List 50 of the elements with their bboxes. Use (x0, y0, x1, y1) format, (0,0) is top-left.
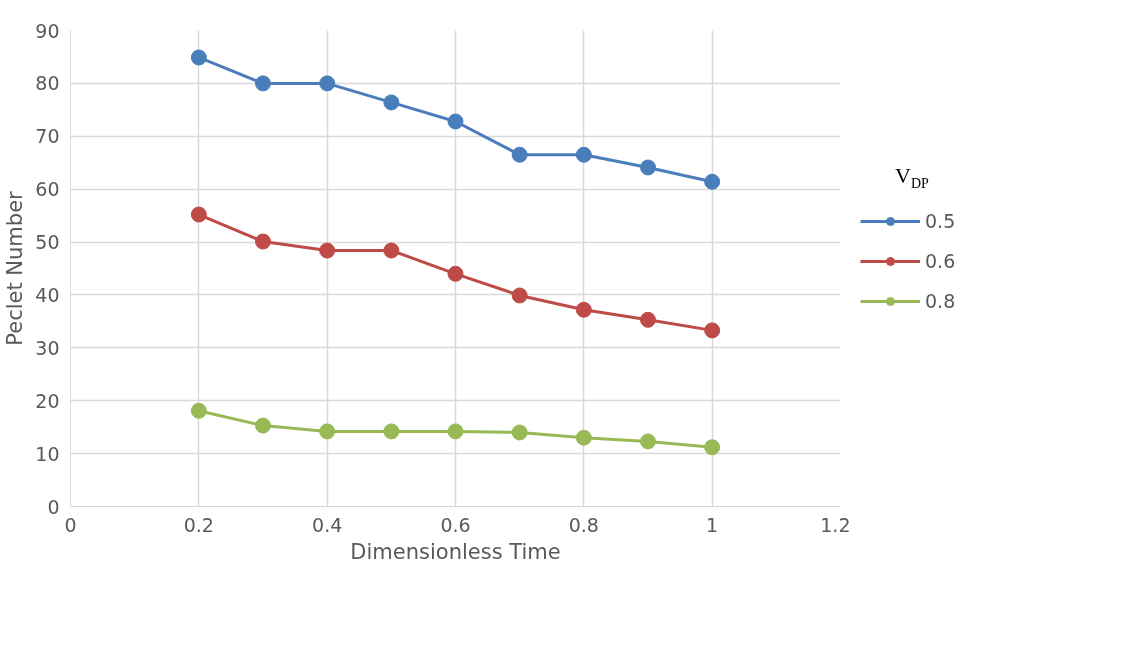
point (319, 242, 336, 259)
point (575, 429, 592, 446)
x-tick-label: 0.4 (312, 513, 343, 536)
point (447, 113, 464, 130)
point (640, 311, 656, 328)
y-tick-label: 20 (35, 389, 60, 412)
point (704, 322, 721, 339)
y-tick-label: 90 (35, 19, 60, 42)
point (319, 423, 336, 440)
point (190, 206, 207, 223)
point (640, 433, 656, 450)
y-tick-label: 70 (35, 125, 60, 148)
point (511, 146, 528, 163)
legend-title: V$_{DP}$ (895, 163, 929, 192)
point (190, 49, 207, 66)
x-tick-label: 0.2 (183, 513, 214, 536)
point (704, 439, 721, 456)
point (575, 301, 592, 318)
x-tick-label: 0 (64, 513, 77, 536)
point (383, 94, 400, 111)
point (511, 287, 528, 304)
y-tick-label: 50 (35, 231, 60, 254)
point (255, 417, 271, 434)
point (447, 423, 464, 440)
point (511, 424, 528, 441)
legend-label: 0.8 (925, 290, 956, 312)
legend-label: 0.5 (925, 210, 956, 232)
y-tick-label: 80 (35, 72, 60, 95)
y-axis-title: Peclet Number (3, 190, 28, 346)
x-tick-label: 1 (706, 513, 719, 536)
point (447, 265, 464, 282)
point (383, 423, 400, 440)
point (190, 402, 207, 419)
point (255, 75, 271, 92)
y-tick-label: 30 (35, 336, 60, 359)
point (255, 233, 271, 250)
x-tick-label: 0.6 (440, 513, 471, 536)
x-tick-label: 0.8 (568, 513, 599, 536)
y-tick-label: 0 (47, 495, 60, 518)
y-tick-label: 10 (35, 442, 60, 465)
point (575, 146, 592, 163)
point (383, 242, 400, 259)
x-axis-title: Dimensionless Time (350, 539, 561, 564)
point (319, 75, 336, 92)
point (704, 173, 721, 190)
point (640, 159, 656, 176)
legend-label: 0.6 (925, 250, 956, 272)
y-tick-label: 40 (35, 283, 60, 306)
x-tick-label: 1.2 (820, 513, 851, 536)
y-tick-label: 60 (35, 178, 60, 201)
